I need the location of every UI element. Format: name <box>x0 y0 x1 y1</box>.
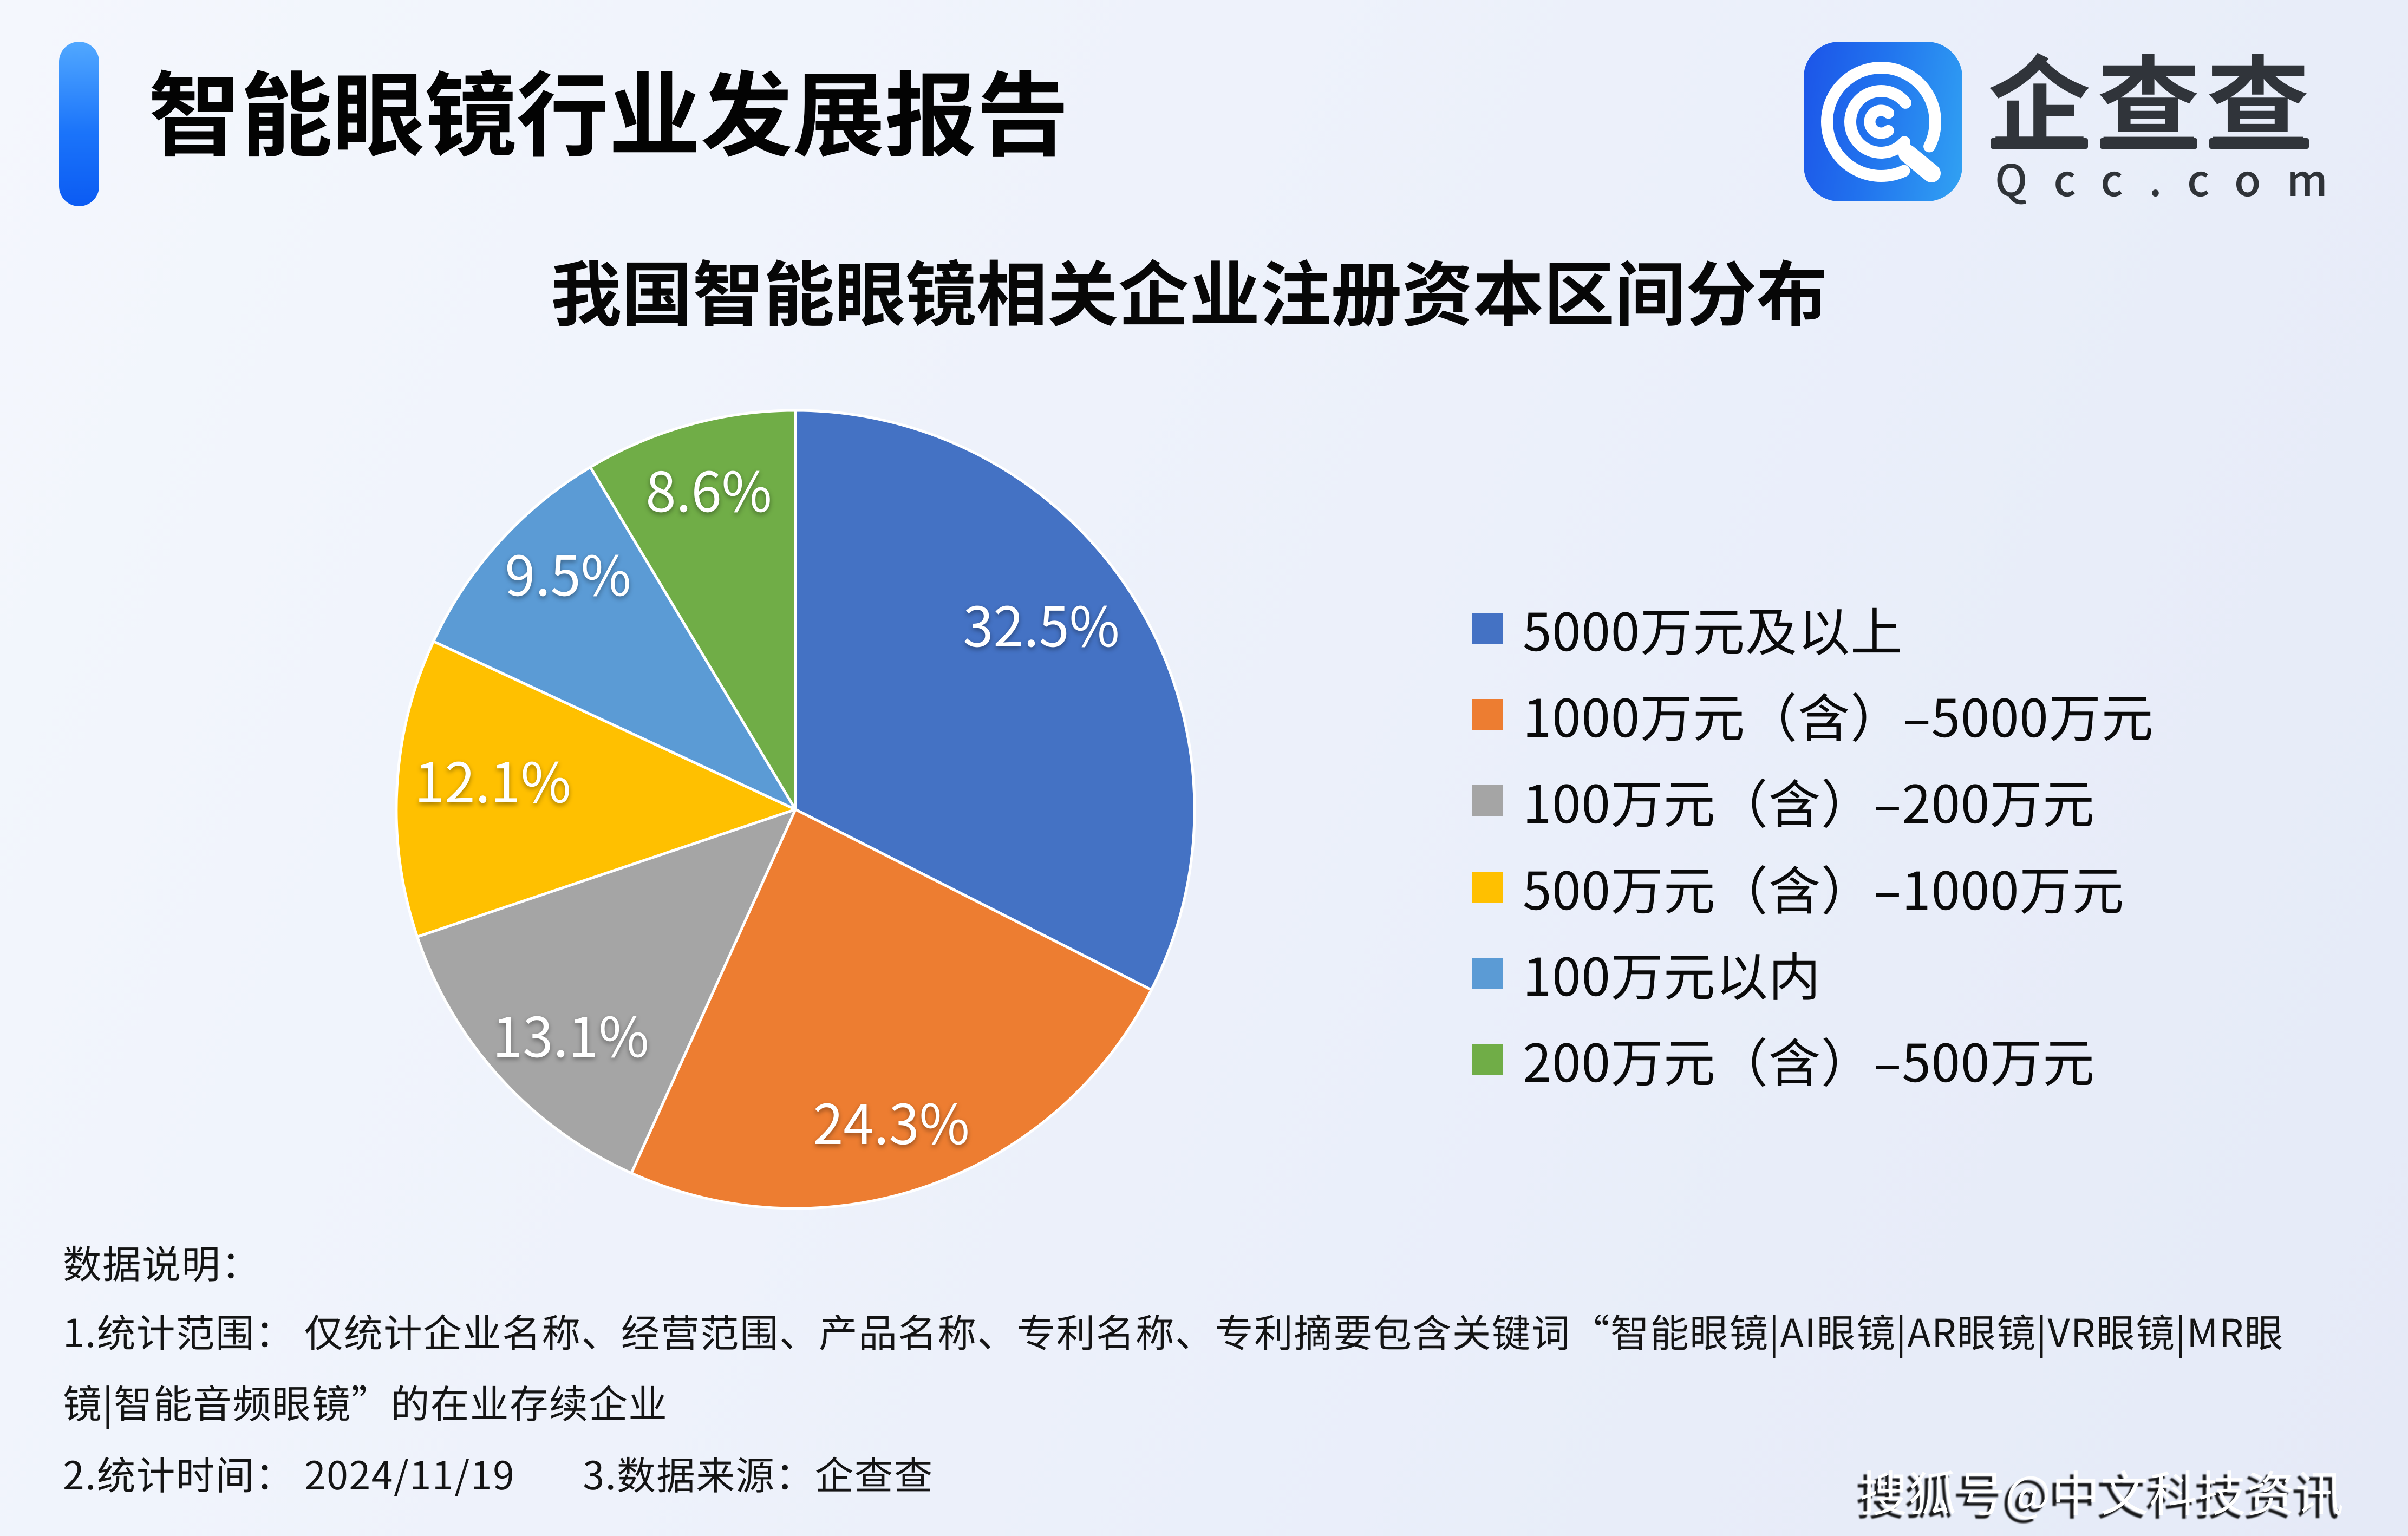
svg-text:8.6%: 8.6% <box>645 449 772 528</box>
svg-text:32.5%: 32.5% <box>963 584 1119 663</box>
svg-text:9.5%: 9.5% <box>505 533 631 612</box>
svg-text:12.1%: 12.1% <box>414 740 571 819</box>
svg-text:13.1%: 13.1% <box>492 994 649 1073</box>
svg-text:24.3%: 24.3% <box>813 1081 969 1160</box>
